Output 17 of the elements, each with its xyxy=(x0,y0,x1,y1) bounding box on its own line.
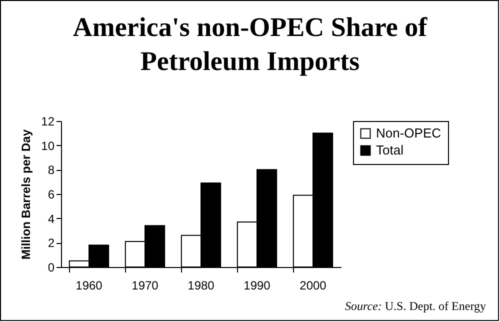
y-tick-label: 10 xyxy=(41,138,55,153)
y-tick-label: 6 xyxy=(48,188,55,202)
y-axis-title: Million Barrels per Day xyxy=(19,129,34,260)
legend-label: Total xyxy=(376,142,404,158)
x-tick-label: 1960 xyxy=(76,278,103,292)
y-tick-label: 2 xyxy=(48,236,55,250)
x-tick-label: 1970 xyxy=(132,278,159,292)
y-tick-label: 0 xyxy=(48,260,55,274)
y-tick-label: 4 xyxy=(48,212,55,226)
chart-title: America's non-OPEC Share of Petroleum Imports xyxy=(72,11,428,78)
y-tick-label: 8 xyxy=(48,163,55,178)
legend-label: Non-OPEC xyxy=(376,126,442,140)
y-tick-label: 12 xyxy=(41,114,55,128)
x-tick-label: 1980 xyxy=(188,278,215,292)
x-tick-label: 1990 xyxy=(244,278,271,292)
source-note: Source: U.S. Dept. of Energy xyxy=(345,299,486,313)
x-tick-label: 2000 xyxy=(300,278,327,292)
